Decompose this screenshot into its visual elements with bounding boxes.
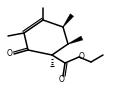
Polygon shape [68,36,83,44]
Text: O: O [7,49,13,59]
Text: O: O [79,52,85,61]
Text: O: O [59,75,65,84]
Polygon shape [63,14,74,27]
